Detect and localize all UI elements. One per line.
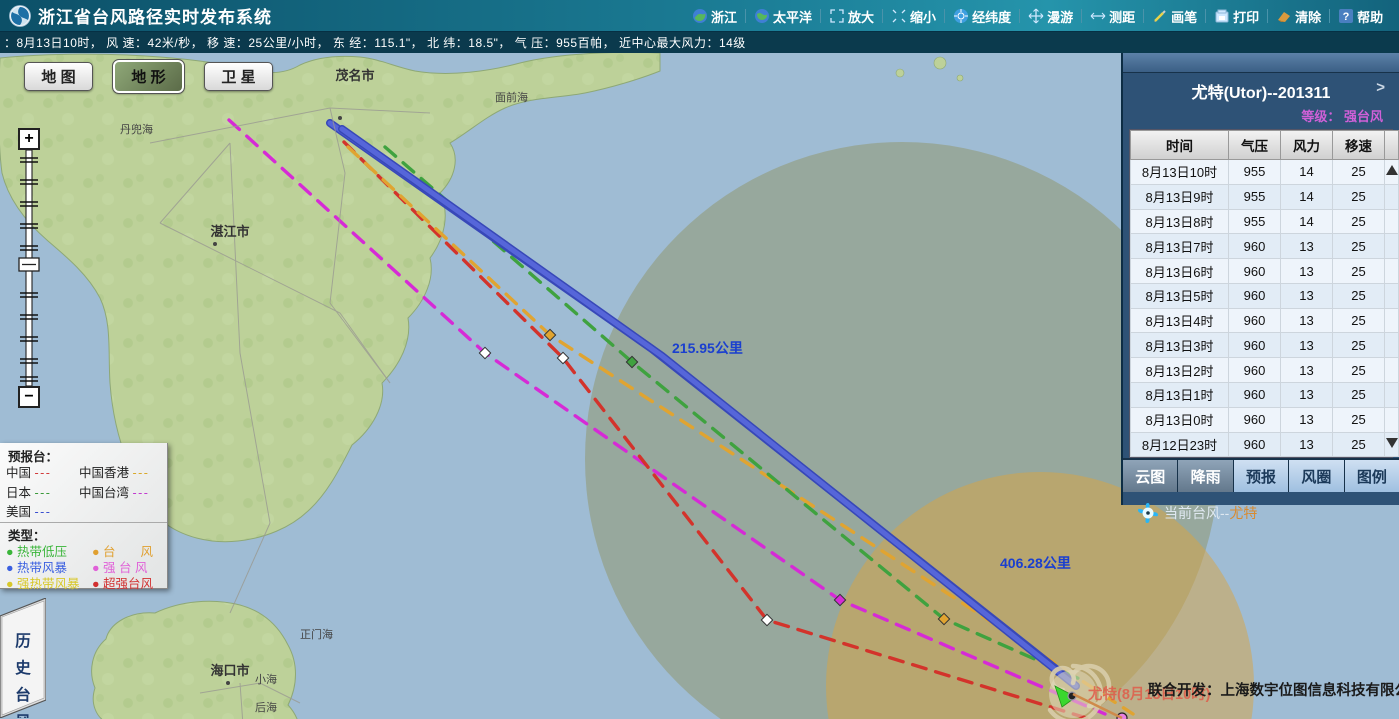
- svg-text:小海: 小海: [255, 672, 277, 686]
- svg-text:正门海: 正门海: [300, 627, 333, 641]
- svg-text:台: 台: [15, 685, 31, 704]
- svg-text:406.28公里: 406.28公里: [1000, 555, 1071, 571]
- svg-text:史: 史: [15, 658, 31, 677]
- svg-text:面前海: 面前海: [495, 90, 528, 104]
- svg-text:?: ?: [1343, 11, 1350, 23]
- svg-text:湛江市: 湛江市: [210, 224, 249, 239]
- svg-text:海口市: 海口市: [210, 663, 249, 678]
- svg-text:丹兜海: 丹兜海: [120, 122, 153, 136]
- svg-text:茂名市: 茂名市: [335, 68, 374, 83]
- svg-text:215.95公里: 215.95公里: [672, 340, 743, 356]
- svg-text:后海: 后海: [255, 700, 277, 714]
- svg-text:历: 历: [15, 632, 31, 650]
- svg-text:风: 风: [15, 713, 31, 718]
